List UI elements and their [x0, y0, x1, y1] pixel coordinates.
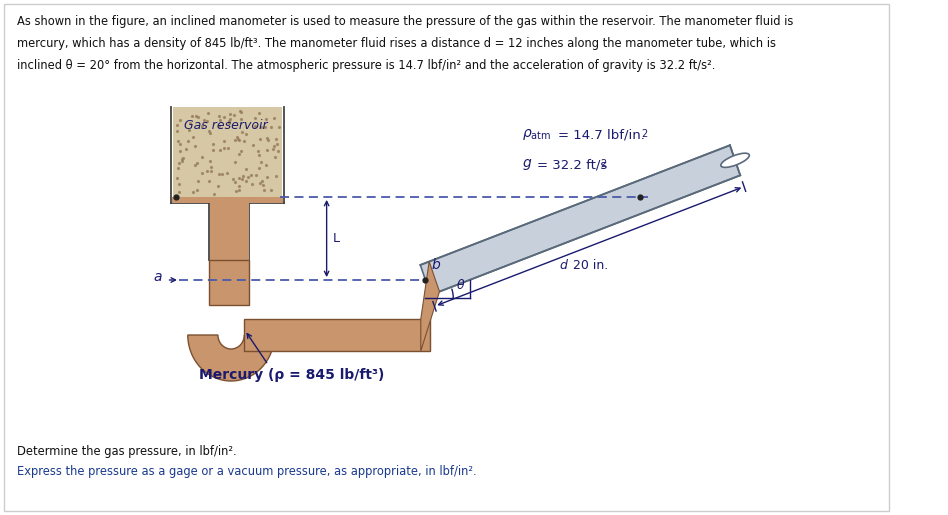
- Text: Determine the gas pressure, in lbf/in².: Determine the gas pressure, in lbf/in².: [17, 445, 237, 458]
- Text: d: d: [560, 259, 568, 272]
- Text: Gas reservoir: Gas reservoir: [185, 119, 268, 132]
- Bar: [210, 203, 248, 260]
- Text: θ: θ: [457, 279, 465, 292]
- Text: 2: 2: [601, 159, 607, 169]
- Text: b: b: [431, 258, 440, 272]
- Polygon shape: [421, 262, 440, 351]
- Wedge shape: [188, 335, 274, 381]
- Text: 20 in.: 20 in.: [574, 259, 609, 272]
- Bar: [209, 260, 249, 305]
- Text: $g$: $g$: [522, 158, 533, 173]
- Bar: [173, 107, 283, 197]
- Text: = 32.2 ft/s: = 32.2 ft/s: [537, 159, 607, 171]
- Polygon shape: [420, 145, 740, 295]
- Text: L: L: [333, 232, 339, 245]
- Text: $\rho_\mathrm{atm}$: $\rho_\mathrm{atm}$: [522, 128, 552, 143]
- Text: Mercury (ρ = 845 lb/ft³): Mercury (ρ = 845 lb/ft³): [199, 368, 385, 382]
- Text: Express the pressure as a gage or a vacuum pressure, as appropriate, in lbf/in².: Express the pressure as a gage or a vacu…: [17, 465, 477, 478]
- Text: = 14.7 lbf/in.: = 14.7 lbf/in.: [558, 129, 645, 142]
- Text: 2: 2: [641, 129, 647, 139]
- Bar: [173, 197, 283, 203]
- Text: inclined θ = 20° from the horizontal. The atmospheric pressure is 14.7 lbf/in² a: inclined θ = 20° from the horizontal. Th…: [17, 59, 716, 72]
- Bar: [245, 319, 430, 351]
- Text: As shown in the figure, an inclined manometer is used to measure the pressure of: As shown in the figure, an inclined mano…: [17, 15, 793, 28]
- Text: a: a: [154, 270, 162, 284]
- Ellipse shape: [720, 153, 749, 167]
- Text: mercury, which has a density of 845 lb/ft³. The manometer fluid rises a distance: mercury, which has a density of 845 lb/f…: [17, 37, 776, 50]
